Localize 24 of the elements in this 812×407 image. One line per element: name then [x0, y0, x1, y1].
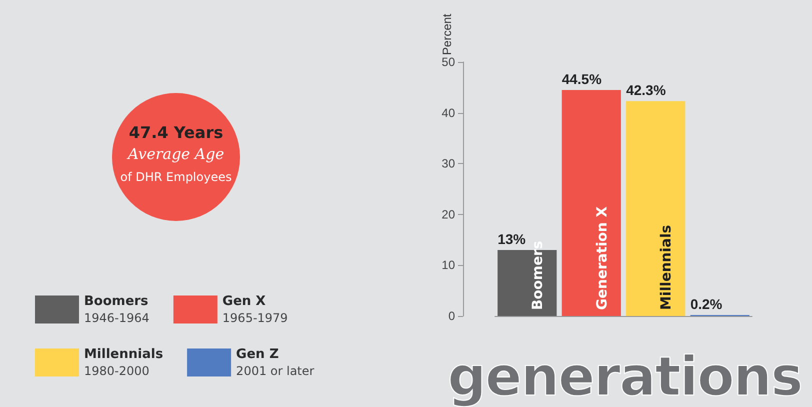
- legend-label: Gen Z: [236, 347, 279, 362]
- data-label: 0.2%: [690, 296, 723, 312]
- text: 1980-2000: [84, 364, 150, 378]
- y-tick-label: 40: [442, 106, 456, 120]
- legend-label: Millennials: [84, 347, 164, 362]
- text: 2001 or later: [236, 364, 314, 378]
- y-axis-title: Percent: [440, 13, 454, 56]
- y-tick-label: 20: [442, 207, 456, 222]
- y-tick-label: 50: [442, 55, 456, 69]
- text: 47.4 Years: [128, 123, 224, 142]
- data-label: 13%: [498, 230, 526, 247]
- text: of DHR Employees: [119, 170, 233, 184]
- x-tick-label: Generation X: [594, 206, 610, 310]
- text: 1965-1979: [222, 311, 288, 325]
- text: 1946-1964: [84, 311, 150, 325]
- x-tick-label: Millennials: [658, 224, 675, 310]
- y-tick-label: 0: [448, 309, 456, 323]
- text: Average Age: [126, 145, 226, 163]
- y-tick-label: 10: [442, 258, 456, 272]
- legend-label: Gen X: [222, 294, 266, 309]
- y-tick-label: 30: [442, 156, 456, 171]
- text: generations: [448, 345, 802, 407]
- data-label: 42.3%: [626, 82, 666, 98]
- data-label: 44.5%: [562, 70, 602, 87]
